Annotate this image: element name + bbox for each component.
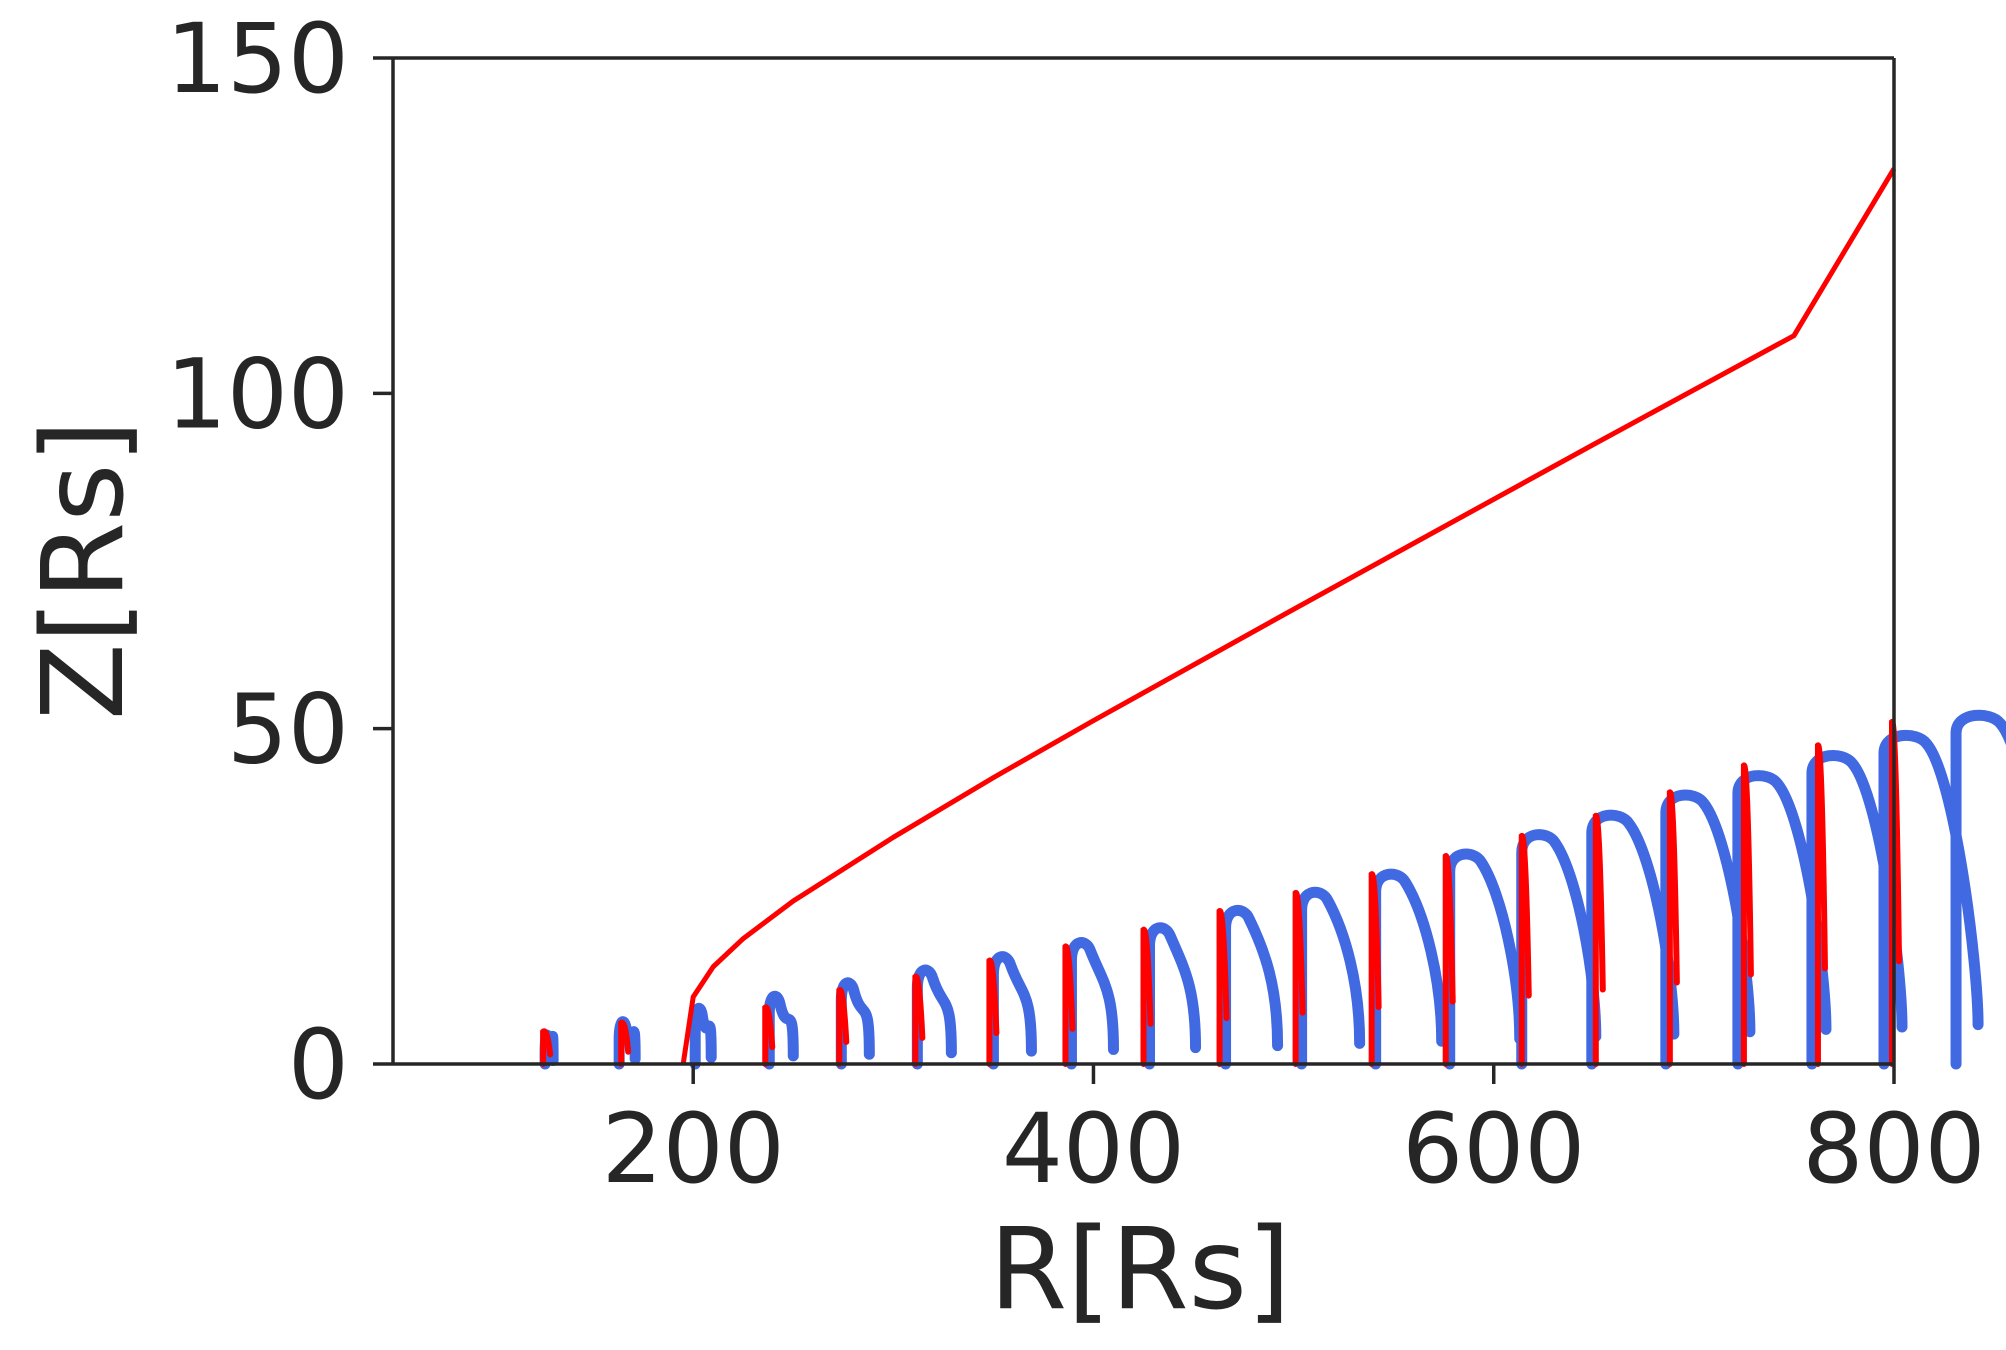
spike-16 [1814,742,1828,1067]
x-tick-label-1: 400 [1002,1093,1185,1205]
spike-6 [1062,943,1076,1067]
bounce-arc-12 [1444,848,1526,1070]
spike-2 [762,1004,776,1067]
spike-9 [1292,889,1306,1067]
spike-11 [1442,853,1456,1067]
axes: 200 400 600 800 0 50 100 150 [166,3,1986,1205]
x-tick-label-3: 800 [1802,1093,1985,1205]
spike-13 [1592,812,1606,1067]
bounce-arc-7 [1065,937,1119,1070]
spike-3 [836,987,850,1067]
spike-10 [1368,871,1382,1067]
spike-15 [1740,762,1754,1067]
x-tick-label-2: 600 [1402,1093,1585,1205]
bounce-arc-4 [835,977,875,1070]
spike-5 [986,957,1000,1067]
bounce-arc-8 [1144,922,1202,1070]
bounce-arc-11 [1370,868,1448,1070]
series-line-0 [680,167,1897,1065]
bounce-arc-13 [1516,829,1602,1070]
bounce-arc-19 [1950,709,2006,1070]
plot-area [539,167,2006,1070]
bounce-arc-6 [987,951,1037,1070]
spike-14 [1666,789,1680,1067]
bounce-arc-9 [1220,905,1284,1070]
bounce-arc-5 [911,964,957,1070]
spike-7 [1140,926,1154,1067]
bounce-arc-10 [1296,886,1366,1070]
spike-12 [1518,832,1532,1067]
spike-8 [1216,908,1230,1067]
y-tick-label-0: 0 [288,1009,349,1121]
y-tick-label-2: 100 [166,338,349,450]
x-tick-label-0: 200 [602,1093,785,1205]
y-tick-label-3: 150 [166,3,349,115]
spike-0 [540,1028,554,1067]
bounce-arc-2 [689,1002,717,1070]
bounce-arc-3 [763,990,799,1070]
x-axis-title: R[Rs] [989,1205,1290,1335]
spike-4 [912,973,926,1067]
y-axis-title: Z[Rs] [19,420,149,720]
spike-1 [618,1019,632,1067]
y-tick-label-1: 50 [227,674,349,786]
